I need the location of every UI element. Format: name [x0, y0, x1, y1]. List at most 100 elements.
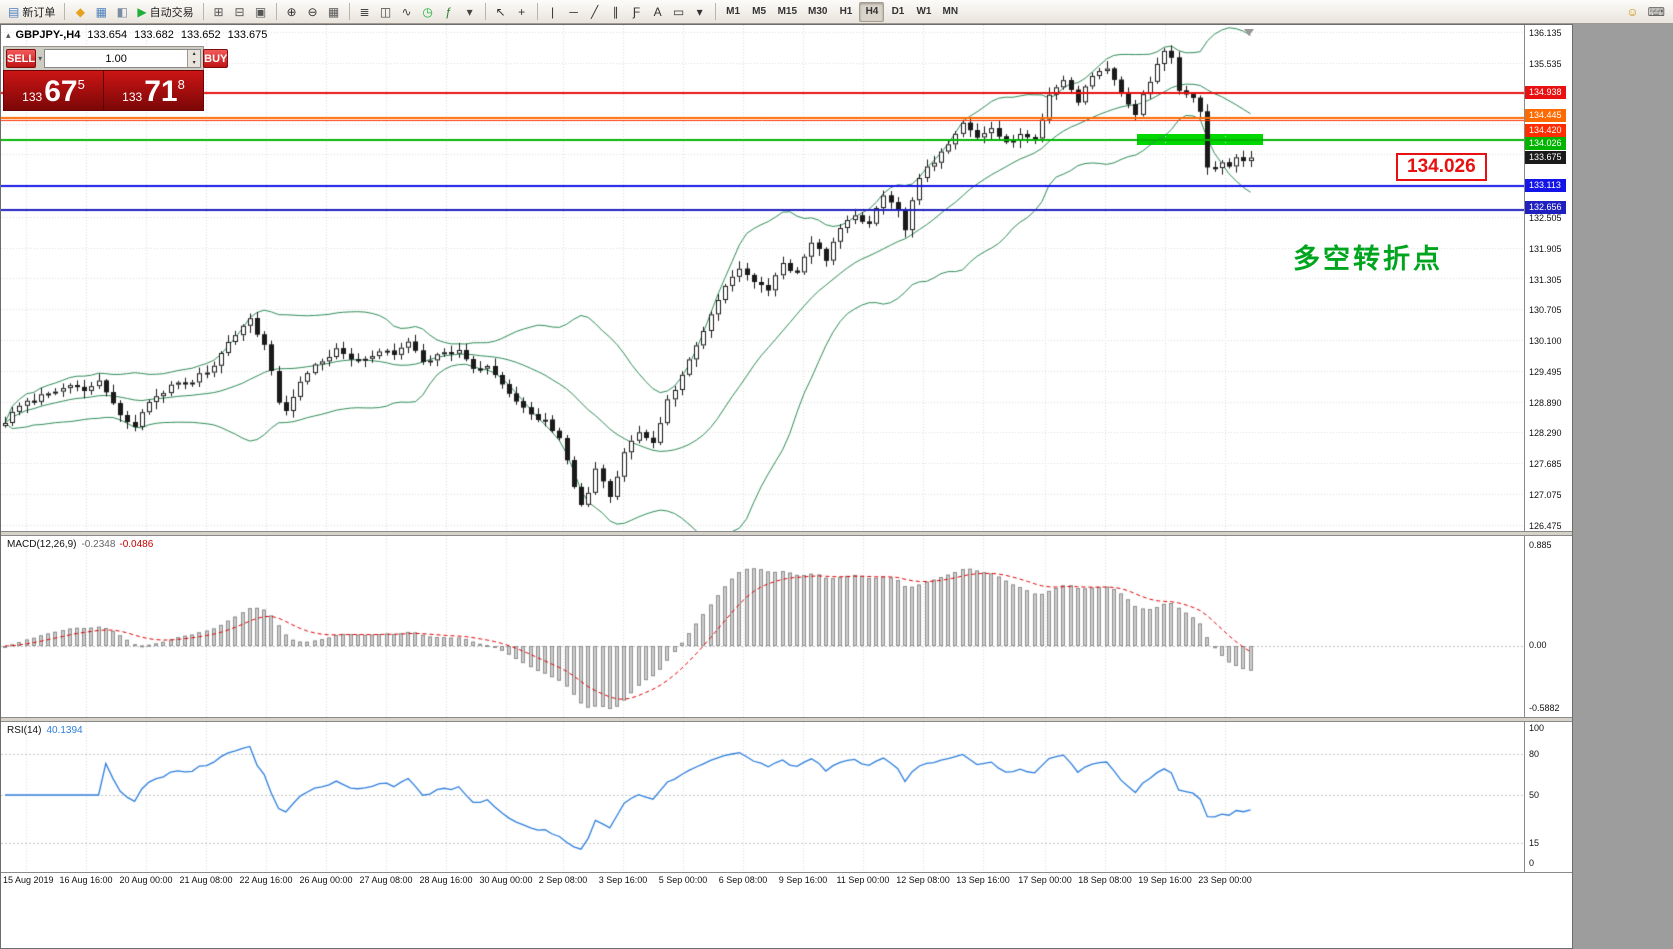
- price-tag: 133.675: [1525, 150, 1566, 164]
- trendline-icon: ╱: [590, 4, 599, 19]
- bar-chart-type-button[interactable]: ≣: [355, 2, 375, 22]
- timeframe-m5-button[interactable]: M5: [747, 2, 772, 22]
- volume-input[interactable]: [45, 50, 188, 67]
- time-axis-label: 6 Sep 08:00: [718, 875, 768, 885]
- indicators-icon: ƒ: [445, 4, 452, 19]
- volume-dropdown-icon[interactable]: ▾: [38, 54, 43, 63]
- cascade-windows-icon: ▣: [254, 4, 267, 19]
- new-chart-button[interactable]: ⊞: [209, 2, 229, 22]
- time-axis-label: 28 Aug 16:00: [419, 875, 473, 885]
- volume-down-icon[interactable]: ▾: [188, 58, 201, 67]
- price-axis-label: 128.890: [1529, 397, 1562, 408]
- price-axis-label: 136.135: [1529, 28, 1562, 38]
- rsi-canvas[interactable]: [1, 722, 1525, 872]
- label-button[interactable]: ▭: [669, 2, 689, 22]
- macd-label: MACD(12,26,9) -0.2348 -0.0486: [7, 539, 153, 550]
- sell-price[interactable]: 133 67 5: [4, 71, 103, 110]
- price-divider: [103, 71, 104, 110]
- profiles-button[interactable]: ⊟: [230, 2, 250, 22]
- sell-price-sup: 5: [77, 77, 85, 92]
- symbol-info: ▴ GBPJPY-,H4 133.654 133.682 133.652 133…: [6, 29, 267, 41]
- price-axis[interactable]: 136.135 135.535 132.505 131.905 131.305 130.7…: [1525, 25, 1572, 531]
- timeframe-h4-button[interactable]: H4: [859, 1, 885, 22]
- timeframe-h1-button[interactable]: H1: [833, 2, 858, 22]
- line-type-button[interactable]: ∿: [397, 2, 417, 22]
- new-order-button-label: 新订单: [22, 6, 56, 19]
- indicator-axis-label: -0.5882: [1529, 703, 1560, 713]
- time-axis[interactable]: 15 Aug 2019 16 Aug 16:00 20 Aug 00:00 21 Au…: [1, 872, 1572, 888]
- volume-up-icon[interactable]: ▴: [188, 50, 201, 59]
- panel-separator[interactable]: [1, 717, 1572, 722]
- indicator-axis-label: 80: [1529, 749, 1540, 759]
- ohlc-open: 133.654: [87, 29, 128, 41]
- support-button[interactable]: ⌨: [1644, 2, 1669, 22]
- time-axis-label: 20 Aug 00:00: [119, 875, 173, 885]
- time-axis-label: 26 Aug 00:00: [299, 875, 353, 885]
- cascade-windows-button[interactable]: ▣: [251, 2, 271, 22]
- workspace: 136.135 135.535 132.505 131.905 131.305 130.7…: [0, 24, 1673, 949]
- macd-canvas[interactable]: [1, 536, 1525, 717]
- chart-window-footer: [1, 888, 1572, 948]
- market-watch-button[interactable]: ◆: [70, 2, 90, 22]
- macd-axis[interactable]: 0.885 0.00 -0.5882: [1525, 536, 1572, 717]
- trendline-button[interactable]: ╱: [585, 2, 605, 22]
- terminal-button[interactable]: ◧: [112, 2, 132, 22]
- one-click-toggle-icon[interactable]: ▴: [6, 29, 11, 40]
- indicators-dropdown-button[interactable]: ▾: [460, 2, 480, 22]
- vertical-line-button[interactable]: |: [543, 2, 563, 22]
- zoom-out-button[interactable]: ⊖: [303, 2, 323, 22]
- timeframe-m1-button[interactable]: M1: [721, 2, 746, 22]
- timeframe-m15-button[interactable]: M15: [773, 2, 802, 22]
- price-tag: 133.113: [1525, 179, 1566, 193]
- timeframe-mn-button[interactable]: MN: [937, 2, 963, 22]
- cursor-button[interactable]: ↖: [491, 2, 511, 22]
- panel-separator[interactable]: [1, 531, 1572, 536]
- crosshair-button[interactable]: +: [512, 2, 532, 22]
- indicator-axis-label: 0.885: [1529, 540, 1552, 550]
- indicator-axis-label: 0: [1529, 858, 1535, 868]
- volume-spinner: ▴ ▾: [187, 50, 201, 67]
- rsi-value: 40.1394: [46, 725, 83, 736]
- text-button[interactable]: A: [648, 2, 668, 22]
- price-tag: 132.656: [1525, 200, 1566, 214]
- indicator-axis-label: 0.00: [1529, 640, 1547, 650]
- timeframe-w1-button[interactable]: W1: [911, 2, 936, 22]
- shapes-dropdown-icon: ▾: [696, 4, 703, 19]
- indicator-axis-label: 100: [1529, 723, 1545, 733]
- shapes-dropdown-button[interactable]: ▾: [690, 2, 710, 22]
- auto-trading-button[interactable]: ▶ 自动交易: [133, 2, 197, 22]
- zoom-in-button[interactable]: ⊕: [282, 2, 302, 22]
- fibonacci-button[interactable]: Ƒ: [627, 2, 647, 22]
- timeframe-m30-button[interactable]: M30: [803, 2, 832, 22]
- price-tag: 134.420: [1525, 123, 1566, 137]
- indicators-dropdown-icon: ▾: [466, 4, 473, 19]
- navigator-button[interactable]: ▦: [91, 2, 111, 22]
- candlestick-type-icon: ◫: [379, 4, 392, 19]
- one-click-controls: SELL ▾ ▴ ▾ BUY: [3, 46, 229, 70]
- community-button[interactable]: ☺: [1622, 2, 1642, 22]
- time-axis-label: 11 Sep 00:00: [836, 875, 890, 885]
- time-axis-label: 17 Sep 00:00: [1018, 875, 1072, 885]
- buy-button[interactable]: BUY: [203, 49, 229, 68]
- main-chart-canvas[interactable]: [1, 25, 1525, 531]
- sell-button[interactable]: SELL: [6, 49, 37, 68]
- indicator-axis-label: 15: [1529, 838, 1540, 848]
- chart-shift-marker[interactable]: [1244, 29, 1254, 36]
- new-order-icon: ▤: [8, 4, 20, 19]
- rsi-axis[interactable]: 100 80 50 15 0: [1525, 722, 1572, 872]
- timeframe-d1-button[interactable]: D1: [885, 2, 910, 22]
- time-axis-label: 19 Sep 16:00: [1138, 875, 1192, 885]
- candlestick-type-button[interactable]: ◫: [376, 2, 396, 22]
- support-icon: ⌨: [1647, 4, 1665, 19]
- sell-price-big: 67: [44, 75, 78, 108]
- buy-price[interactable]: 133 71 8: [104, 71, 203, 110]
- channel-button[interactable]: ∥: [606, 2, 626, 22]
- new-order-button[interactable]: ▤ 新订单: [4, 2, 59, 22]
- period-button[interactable]: ◷: [418, 2, 438, 22]
- horizontal-line-button[interactable]: ─: [564, 2, 584, 22]
- indicators-button[interactable]: ƒ: [439, 2, 459, 22]
- tile-windows-button[interactable]: ▦: [324, 2, 344, 22]
- price-axis-label: 131.905: [1529, 243, 1562, 254]
